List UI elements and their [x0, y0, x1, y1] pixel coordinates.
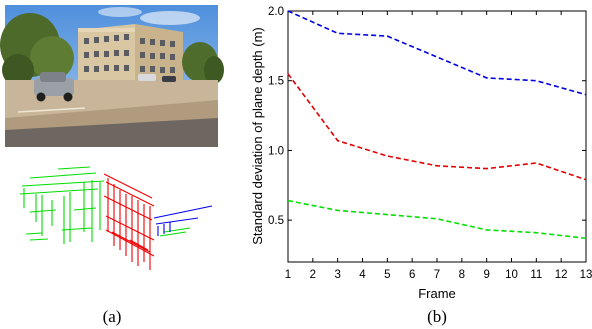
line-segments-plot	[19, 166, 213, 270]
x-tick-label: 1	[285, 269, 291, 281]
x-tick-label: 9	[483, 269, 489, 281]
caption-b: (b)	[427, 307, 447, 326]
scene-photo	[0, 5, 224, 147]
x-tick-label: 7	[434, 269, 440, 281]
x-tick-label: 3	[334, 269, 340, 281]
caption-a: (a)	[103, 307, 122, 326]
y-tick-label: 0.5	[268, 215, 284, 227]
x-tick-label: 11	[530, 269, 542, 281]
x-tick-label: 5	[384, 269, 390, 281]
y-tick-label: 1.5	[268, 76, 284, 88]
x-tick-label: 13	[580, 269, 592, 281]
y-axis: 0.5 1.0 1.5 2.0	[268, 6, 586, 227]
y-tick-label: 1.0	[268, 145, 284, 157]
x-axis-label: Frame	[418, 286, 456, 301]
y-axis-label: Standard deviation of plane depth (m)	[250, 27, 265, 245]
series-line-2	[287, 73, 587, 181]
series-lines	[287, 10, 587, 240]
x-tick-label: 10	[505, 269, 518, 281]
x-tick-label: 6	[409, 269, 415, 281]
x-tick-label: 2	[310, 269, 316, 281]
series-line-3	[287, 199, 587, 240]
depth-std-chart: 1 2 3 4 5 6 7 8 9 10 11 12 13 0.51.01.52.0 Frame Sta…	[250, 6, 592, 301]
y-tick-label: 2.0	[268, 6, 284, 18]
plot-frame	[287, 10, 587, 263]
x-tick-label: 8	[459, 269, 465, 281]
red-plane-segments	[103, 173, 155, 270]
x-tick-label: 4	[359, 269, 366, 281]
blue-plane-segments	[153, 205, 213, 236]
x-axis: 1 2 3 4 5 6 7 8 9 10 11 12 13	[285, 11, 592, 281]
series-line-1	[287, 10, 587, 96]
green-plane-segments	[19, 166, 191, 244]
x-tick-label: 12	[555, 269, 568, 281]
